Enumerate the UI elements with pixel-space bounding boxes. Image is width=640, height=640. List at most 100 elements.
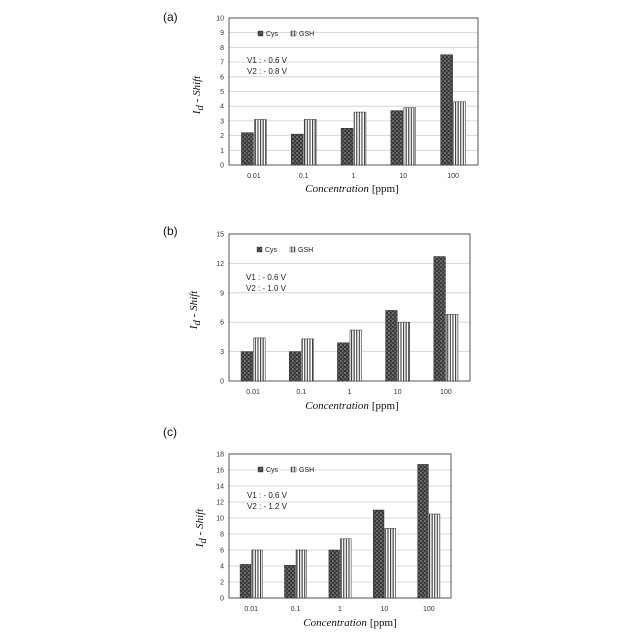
panel-label: (b): [163, 224, 178, 238]
y-tick-label: 8: [220, 532, 224, 539]
x-axis-unit: [ppm]: [370, 617, 397, 629]
bar-cys-100: [418, 464, 429, 598]
y-tick-label: 4: [220, 104, 224, 111]
x-axis-label: Concentration[ppm]: [305, 183, 398, 195]
bar-cys-10: [391, 111, 403, 165]
y-tick-label: 6: [220, 320, 224, 327]
y-tick-label: 7: [220, 60, 224, 67]
bar-cys-1: [329, 550, 340, 598]
legend-swatch-gsh: [291, 31, 296, 36]
x-axis-unit: [ppm]: [372, 400, 399, 412]
y-tick-label: 8: [220, 45, 224, 52]
y-tick-label: 0: [220, 596, 224, 603]
x-axis-unit: [ppm]: [372, 183, 399, 195]
chart-panel-1: (a)0123456789100.010.1110100CysGSHV1 : -…: [163, 10, 478, 195]
x-tick-label: 0.01: [246, 389, 260, 396]
x-tick-label: 1: [352, 173, 356, 180]
x-tick-label: 100: [447, 173, 459, 180]
bar-cys-0.1: [291, 134, 303, 165]
y-tick-label: 2: [220, 580, 224, 587]
y-tick-label: 18: [216, 452, 224, 459]
y-axis-label: Id - Shift: [191, 75, 206, 115]
bar-gsh-0.01: [252, 550, 263, 598]
y-tick-label: 15: [216, 232, 224, 239]
bar-gsh-100: [429, 514, 440, 598]
voltage-annotation: V1 : - 0.6 V: [247, 56, 288, 65]
bar-cys-10: [386, 310, 398, 381]
bar-gsh-0.1: [304, 119, 316, 165]
x-tick-label: 1: [348, 389, 352, 396]
bar-gsh-0.01: [254, 119, 266, 165]
bar-cys-1: [337, 343, 349, 381]
bar-gsh-0.1: [296, 550, 307, 598]
y-tick-label: 9: [220, 30, 224, 37]
y-tick-label: 6: [220, 74, 224, 81]
bar-cys-100: [441, 55, 453, 165]
x-tick-label: 1: [338, 606, 342, 613]
bar-gsh-1: [340, 539, 351, 598]
x-tick-label: 0.1: [299, 173, 309, 180]
bar-cys-10: [373, 510, 384, 598]
y-axis-label-rest: - Shift: [188, 290, 200, 320]
bar-cys-0.1: [289, 352, 301, 381]
bar-cys-0.1: [285, 565, 296, 598]
x-axis-label: Concentration[ppm]: [303, 617, 396, 629]
x-axis-label-text: Concentration: [303, 617, 367, 629]
bar-gsh-10: [404, 108, 416, 165]
voltage-annotation: V1 : - 0.6 V: [246, 273, 287, 282]
legend-swatch-cys: [258, 31, 263, 36]
y-tick-label: 1: [220, 148, 224, 155]
legend-label-cys: Cys: [265, 247, 278, 254]
legend-swatch-cys: [258, 467, 263, 472]
bar-cys-1: [341, 128, 353, 165]
y-tick-label: 9: [220, 290, 224, 297]
x-axis-label-text: Concentration: [305, 183, 369, 195]
y-tick-label: 2: [220, 133, 224, 140]
y-tick-label: 3: [220, 349, 224, 356]
x-tick-label: 0.01: [247, 173, 261, 180]
panel-label: (a): [163, 10, 178, 24]
x-tick-label: 10: [381, 606, 389, 613]
bar-gsh-1: [350, 330, 362, 381]
y-axis-label: Id - Shift: [188, 290, 203, 330]
bar-gsh-0.01: [254, 338, 266, 381]
chart-panel-2: (b)036912150.010.1110100CysGSHV1 : - 0.6…: [163, 224, 470, 412]
voltage-annotation: V2 : - 0.8 V: [247, 67, 288, 76]
bar-gsh-100: [446, 314, 458, 381]
legend-label-gsh: GSH: [299, 31, 314, 38]
y-tick-label: 4: [220, 564, 224, 571]
y-tick-label: 0: [220, 163, 224, 170]
legend-label-cys: Cys: [266, 31, 279, 38]
voltage-annotation: V2 : - 1.2 V: [247, 502, 288, 511]
legend-swatch-gsh: [291, 467, 296, 472]
x-tick-label: 100: [440, 389, 452, 396]
y-tick-label: 10: [216, 16, 224, 23]
bar-gsh-10: [385, 528, 396, 598]
bar-cys-0.01: [240, 564, 251, 598]
y-tick-label: 12: [216, 261, 224, 268]
y-tick-label: 0: [220, 379, 224, 386]
y-tick-label: 6: [220, 548, 224, 555]
x-tick-label: 10: [399, 173, 407, 180]
legend-label-cys: Cys: [266, 467, 279, 474]
x-tick-label: 10: [394, 389, 402, 396]
legend-label-gsh: GSH: [298, 247, 313, 254]
y-tick-label: 14: [216, 484, 224, 491]
x-axis-label: Concentration[ppm]: [305, 400, 398, 412]
bar-gsh-1: [354, 112, 366, 165]
legend-swatch-cys: [257, 247, 262, 252]
y-axis-label-rest: - Shift: [191, 75, 203, 105]
bar-gsh-100: [454, 102, 466, 165]
legend-swatch-gsh: [290, 247, 295, 252]
x-tick-label: 100: [423, 606, 435, 613]
y-axis-label: Id - Shift: [194, 508, 209, 548]
bar-gsh-0.1: [302, 339, 314, 381]
legend-label-gsh: GSH: [299, 467, 314, 474]
x-tick-label: 0.01: [244, 606, 258, 613]
y-tick-label: 16: [216, 468, 224, 475]
y-tick-label: 10: [216, 516, 224, 523]
bar-cys-100: [434, 257, 446, 381]
y-tick-label: 3: [220, 118, 224, 125]
chart-panel-3: (c)0246810121416180.010.1110100CysGSHV1 …: [163, 425, 451, 629]
